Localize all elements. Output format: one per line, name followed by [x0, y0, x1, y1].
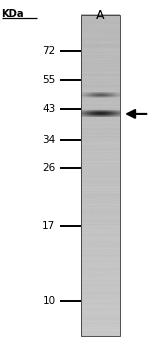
Text: 17: 17: [42, 221, 56, 231]
Text: KDa: KDa: [2, 9, 24, 19]
Bar: [81, 15, 120, 336]
Text: A: A: [96, 9, 104, 22]
Text: 55: 55: [42, 75, 56, 85]
Text: 72: 72: [42, 46, 56, 56]
Text: 34: 34: [42, 135, 56, 145]
Text: 10: 10: [42, 296, 56, 306]
Text: 43: 43: [42, 104, 56, 114]
Text: 26: 26: [42, 163, 56, 173]
